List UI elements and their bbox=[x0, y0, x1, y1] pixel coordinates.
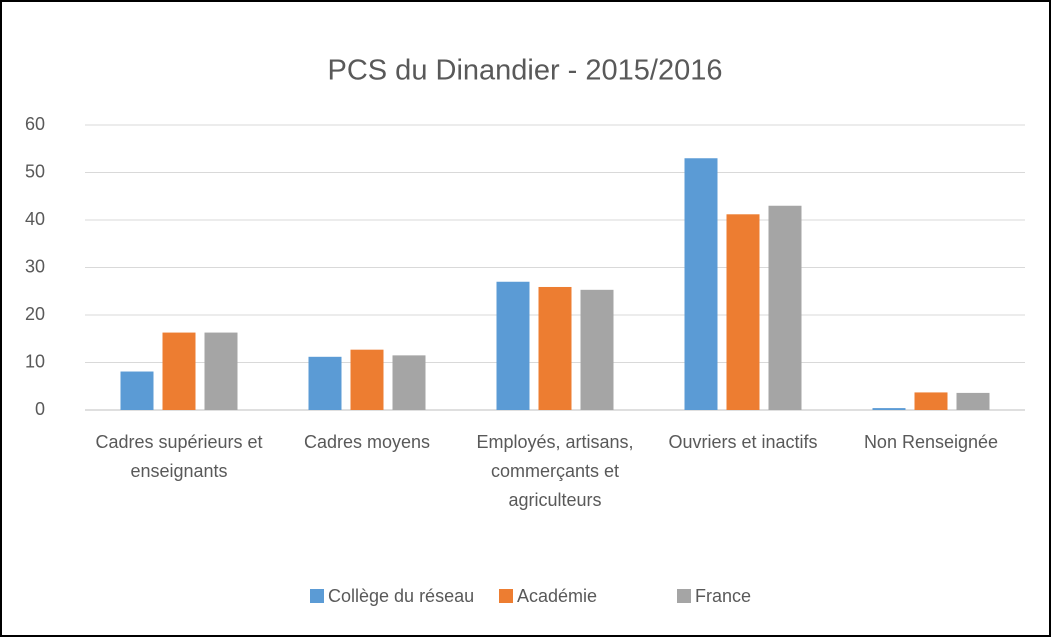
x-tick-label: Non Renseignée bbox=[863, 432, 999, 452]
bar bbox=[308, 356, 342, 410]
bar bbox=[350, 349, 384, 410]
x-tick-label: Cadres moyens bbox=[303, 432, 431, 452]
bar bbox=[204, 332, 238, 410]
bar bbox=[392, 355, 426, 410]
y-tick-label: 60 bbox=[25, 114, 45, 134]
bar bbox=[914, 392, 948, 410]
legend-label: Académie bbox=[517, 586, 597, 606]
bar bbox=[538, 286, 572, 410]
bar bbox=[768, 205, 802, 410]
y-tick-label: 40 bbox=[25, 209, 45, 229]
x-tick-label: Ouvriers et inactifs bbox=[668, 432, 818, 452]
x-tick-label: Employés, artisans, commerçants et agric… bbox=[476, 432, 634, 510]
bar bbox=[120, 371, 154, 410]
legend-swatch bbox=[677, 589, 691, 603]
legend-swatch bbox=[310, 589, 324, 603]
bar bbox=[496, 281, 530, 410]
bar bbox=[726, 214, 760, 410]
legend-label: Collège du réseau bbox=[328, 586, 474, 606]
legend-swatch bbox=[499, 589, 513, 603]
bar bbox=[580, 289, 614, 410]
y-tick-label: 30 bbox=[25, 256, 45, 276]
bar bbox=[872, 408, 906, 410]
y-tick-label: 20 bbox=[25, 304, 45, 324]
y-tick-label: 10 bbox=[25, 351, 45, 371]
bar bbox=[162, 332, 196, 410]
y-tick-label: 50 bbox=[25, 161, 45, 181]
chart-title: PCS du Dinandier - 2015/2016 bbox=[328, 55, 723, 87]
x-tick-label: Cadres supérieurs et enseignants bbox=[95, 432, 263, 481]
bar bbox=[684, 158, 718, 410]
y-tick-label: 0 bbox=[35, 399, 45, 419]
bar bbox=[956, 392, 990, 410]
legend-label: France bbox=[695, 586, 751, 606]
